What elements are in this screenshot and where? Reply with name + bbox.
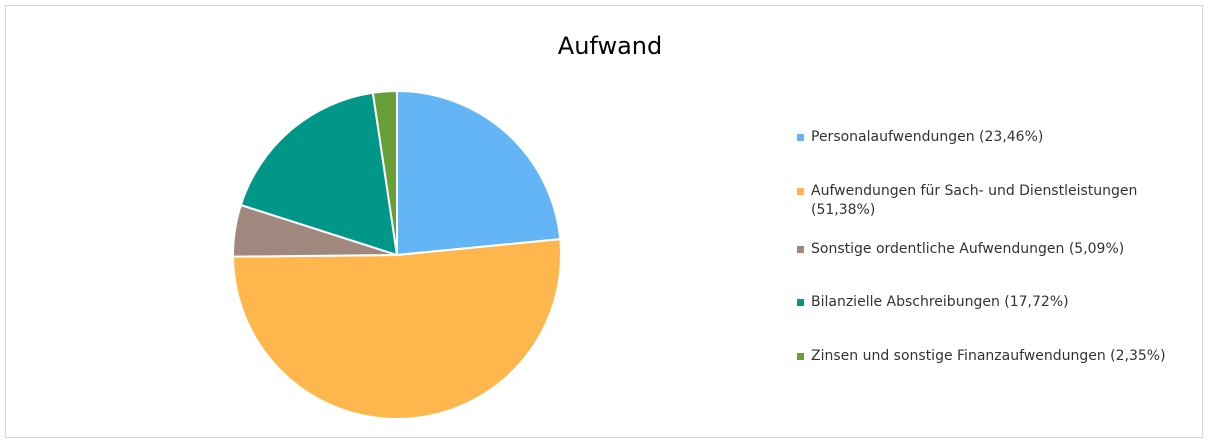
legend-item: Bilanzielle Abschreibungen (17,72%): [797, 293, 1187, 312]
legend-item: Zinsen und sonstige Finanzaufwendungen (…: [797, 347, 1187, 366]
legend-value: (2,35%): [1110, 348, 1166, 364]
chart-title: Aufwand: [558, 32, 662, 60]
legend-name: Aufwendungen für Sach- und Dienstleistun…: [811, 183, 1138, 199]
legend-label: Sonstige ordentliche Aufwendungen (5,09%…: [811, 240, 1187, 259]
legend-label: Personalaufwendungen (23,46%): [811, 128, 1187, 147]
legend-label: Aufwendungen für Sach- und Dienstleistun…: [811, 182, 1187, 220]
legend-swatch: [797, 353, 804, 360]
legend-value: (23,46%): [979, 129, 1044, 145]
legend-item: Sonstige ordentliche Aufwendungen (5,09%…: [797, 240, 1187, 259]
legend-swatch: [797, 246, 804, 253]
legend-label: Zinsen und sonstige Finanzaufwendungen (…: [811, 347, 1187, 366]
legend-name: Personalaufwendungen: [811, 129, 975, 145]
legend-name: Sonstige ordentliche Aufwendungen: [811, 241, 1065, 257]
legend-item: Personalaufwendungen (23,46%): [797, 128, 1187, 147]
legend-label: Bilanzielle Abschreibungen (17,72%): [811, 293, 1187, 312]
legend-swatch: [797, 188, 804, 195]
pie-slice: [239, 91, 399, 257]
pie-slice: [231, 238, 562, 420]
chart-frame: [5, 5, 1203, 438]
legend-name: Bilanzielle Abschreibungen: [811, 294, 1000, 310]
legend-name: Zinsen und sonstige Finanzaufwendungen: [811, 348, 1106, 364]
legend-item: Aufwendungen für Sach- und Dienstleistun…: [797, 182, 1187, 220]
legend-swatch: [797, 299, 804, 306]
legend-value: (51,38%): [811, 202, 876, 218]
legend-value: (5,09%): [1068, 241, 1125, 257]
pie-slice: [396, 89, 562, 257]
pie-slice: [371, 89, 398, 256]
legend-value: (17,72%): [1004, 294, 1069, 310]
legend-swatch: [797, 134, 804, 141]
